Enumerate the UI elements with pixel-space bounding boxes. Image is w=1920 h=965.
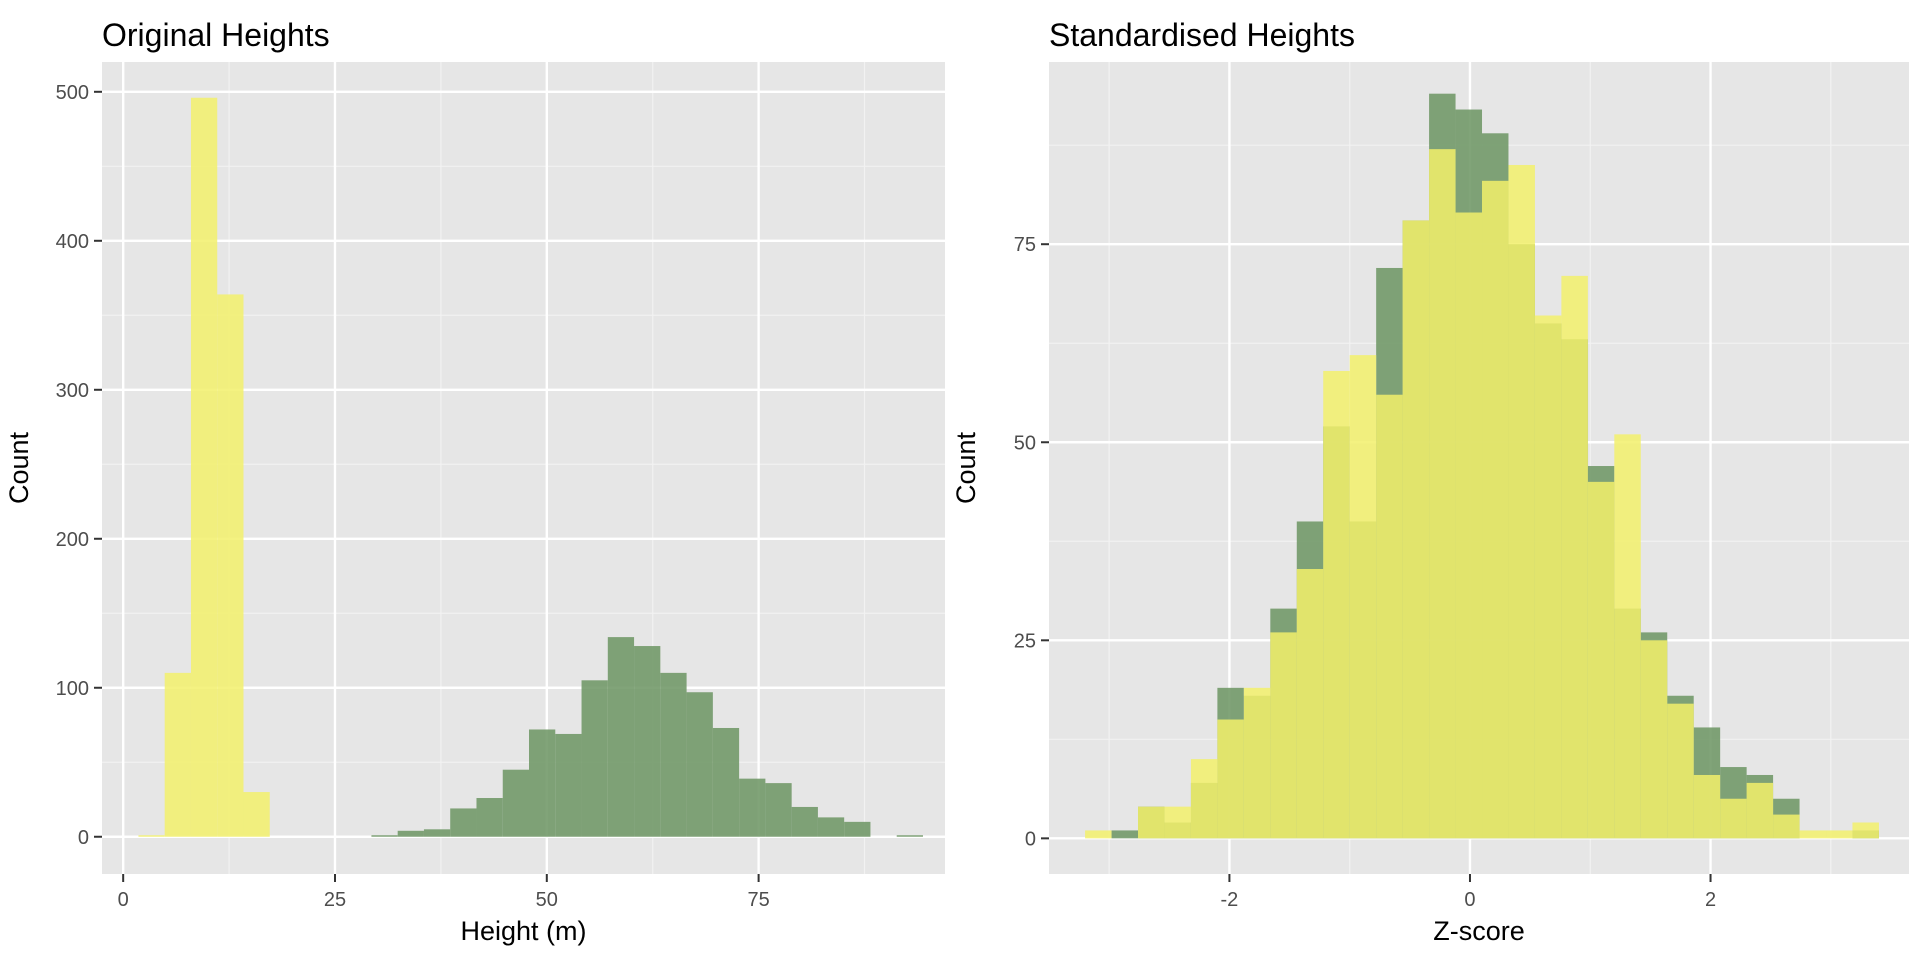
- chart-panel-2: Standardised Heights 0 25 50 75 -2 0 2 Z-score Co…: [951, 17, 1909, 946]
- x-axis-title: Height (m): [460, 916, 586, 946]
- bar-tall-trees-5: [502, 769, 530, 837]
- bar-short-trees-4: [243, 792, 270, 837]
- x-tick-label: 0: [118, 889, 129, 911]
- bar-tall-trees-4: [476, 798, 503, 837]
- bar-short-trees-24: [1720, 798, 1747, 839]
- series-tall-trees: [371, 637, 923, 837]
- bar-short-trees-0: [1085, 830, 1112, 839]
- bar-short-trees-28: [1826, 830, 1853, 839]
- chart-panel-1: Original Heights 0 100 200 300 400 500 0 25 50 75 H…: [4, 17, 945, 946]
- bar-tall-trees-12: [686, 692, 713, 837]
- bar-tall-trees-18: [844, 821, 871, 837]
- bar-tall-trees-6: [529, 729, 556, 837]
- bar-short-trees-5: [1217, 719, 1244, 839]
- bar-short-trees-4: [1190, 759, 1218, 839]
- bar-short-trees-15: [1482, 180, 1509, 839]
- bar-tall-trees-1: [397, 830, 424, 837]
- bar-tall-trees-1: [1111, 830, 1139, 839]
- y-tick-label: 100: [56, 678, 89, 700]
- chart-title: Standardised Heights: [1049, 17, 1355, 53]
- bar-short-trees-7: [1270, 632, 1297, 839]
- bar-short-trees-9: [1323, 370, 1350, 839]
- x-tick-label: -2: [1221, 889, 1239, 911]
- bar-tall-trees-14: [739, 778, 766, 837]
- y-tick-label: 50: [1014, 432, 1036, 454]
- y-tick-label: 400: [56, 231, 89, 253]
- bar-short-trees-29: [1852, 822, 1879, 839]
- x-axis-title: Z-score: [1433, 916, 1525, 946]
- bar-short-trees-18: [1561, 275, 1588, 839]
- bar-tall-trees-9: [607, 637, 635, 837]
- bar-short-trees-2: [1138, 806, 1165, 839]
- series-short-trees: [1085, 149, 1879, 839]
- bar-tall-trees-10: [634, 646, 661, 837]
- bar-tall-trees-3: [450, 808, 477, 837]
- y-tick-label: 25: [1014, 630, 1036, 652]
- bar-short-trees-19: [1587, 481, 1615, 839]
- bar-short-trees-23: [1693, 774, 1721, 839]
- bar-short-trees-17: [1534, 315, 1562, 839]
- x-tick-label: 25: [324, 889, 346, 911]
- y-tick-label: 75: [1014, 234, 1036, 256]
- bar-short-trees-14: [1455, 212, 1483, 839]
- bar-short-trees-10: [1349, 355, 1377, 839]
- y-axis-title: Count: [4, 431, 34, 504]
- bar-short-trees-21: [1640, 640, 1668, 839]
- bar-short-trees-13: [1429, 149, 1456, 839]
- bar-short-trees-0: [138, 835, 165, 837]
- bar-tall-trees-17: [817, 817, 845, 837]
- bar-short-trees-22: [1667, 703, 1694, 839]
- bar-short-trees-11: [1376, 394, 1403, 839]
- bar-short-trees-20: [1614, 434, 1641, 839]
- bar-tall-trees-0: [371, 835, 398, 837]
- bar-short-trees-12: [1402, 220, 1430, 839]
- bar-tall-trees-16: [791, 806, 818, 837]
- y-tick-label: 0: [1025, 828, 1036, 850]
- bar-short-trees-26: [1773, 814, 1800, 839]
- bar-short-trees-25: [1746, 782, 1774, 839]
- bar-tall-trees-2: [423, 829, 451, 837]
- series-short-trees: [138, 97, 270, 837]
- x-tick-label: 50: [536, 889, 558, 911]
- y-tick-label: 500: [56, 82, 89, 104]
- chart-title: Original Heights: [102, 17, 330, 53]
- x-tick-label: 2: [1705, 889, 1716, 911]
- y-tick-label: 200: [56, 529, 89, 551]
- bar-short-trees-1: [164, 672, 191, 837]
- bar-tall-trees-11: [660, 672, 687, 837]
- x-tick-label: 0: [1464, 889, 1475, 911]
- y-tick-label: 0: [78, 827, 89, 849]
- bar-short-trees-2: [190, 97, 218, 837]
- bar-tall-trees-20: [896, 835, 923, 837]
- bar-short-trees-16: [1508, 164, 1535, 839]
- bar-short-trees-27: [1799, 830, 1827, 839]
- bar-short-trees-3: [217, 294, 244, 837]
- bar-short-trees-3: [1164, 806, 1191, 839]
- y-axis-title: Count: [951, 431, 981, 504]
- x-tick-label: 75: [747, 889, 769, 911]
- bar-tall-trees-15: [765, 783, 792, 837]
- bar-short-trees-6: [1243, 687, 1271, 839]
- y-tick-label: 300: [56, 380, 89, 402]
- bar-short-trees-8: [1296, 569, 1324, 839]
- bar-tall-trees-8: [581, 680, 608, 837]
- bar-tall-trees-13: [712, 727, 740, 837]
- bar-tall-trees-7: [555, 733, 582, 837]
